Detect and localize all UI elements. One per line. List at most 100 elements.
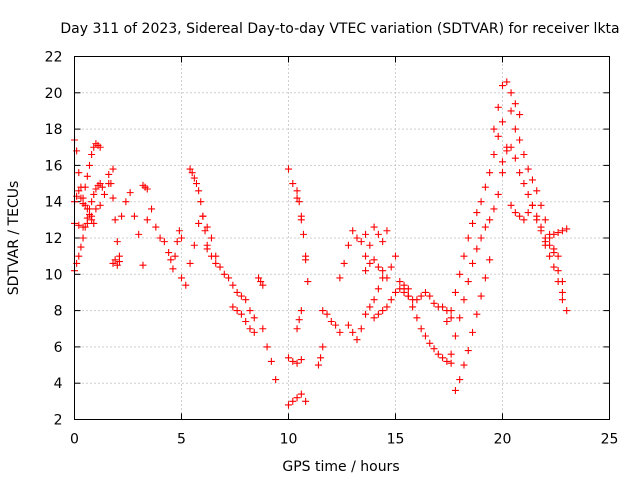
data-point — [190, 174, 198, 182]
data-point — [499, 118, 506, 126]
x-tick-label: 5 — [177, 432, 186, 448]
x-tick-label: 10 — [280, 432, 298, 448]
data-point — [111, 216, 119, 224]
data-point — [323, 310, 331, 318]
series-U — [293, 307, 305, 333]
data-point — [379, 307, 387, 315]
data-point — [481, 274, 489, 282]
data-point — [503, 78, 511, 86]
data-point — [98, 183, 106, 191]
data-point — [417, 325, 425, 333]
data-point — [250, 328, 258, 336]
data-point — [456, 270, 464, 278]
y-tick-label: 16 — [45, 158, 63, 174]
data-point — [126, 189, 134, 197]
y-tick-label: 12 — [45, 231, 63, 247]
data-point — [113, 238, 121, 246]
data-point — [192, 180, 200, 188]
data-point — [143, 185, 151, 193]
data-point — [447, 307, 455, 315]
data-point — [272, 376, 280, 384]
data-point — [486, 169, 494, 177]
data-point — [537, 227, 545, 235]
data-point — [456, 314, 464, 322]
data-point — [314, 361, 322, 369]
data-point — [447, 350, 455, 358]
data-point — [203, 245, 211, 253]
data-point — [81, 183, 89, 191]
data-point — [165, 249, 173, 257]
data-point — [528, 176, 536, 184]
data-point — [257, 278, 265, 286]
data-point — [349, 227, 357, 235]
data-point — [302, 256, 310, 264]
data-point — [293, 394, 301, 402]
data-point — [362, 267, 370, 275]
y-tick-label: 18 — [45, 122, 63, 138]
data-point — [186, 259, 194, 267]
data-point — [237, 292, 245, 300]
data-point — [242, 296, 250, 304]
data-point — [366, 259, 374, 267]
data-point — [336, 274, 344, 282]
data-point — [533, 216, 541, 224]
series-J — [165, 227, 185, 273]
data-point — [362, 252, 370, 260]
data-point — [255, 274, 263, 282]
data-point — [105, 170, 113, 178]
data-point — [477, 198, 485, 206]
data-point — [75, 169, 83, 177]
y-axis-label: SDTVAR / TECUs — [6, 181, 22, 296]
data-point — [499, 82, 506, 90]
series-Q — [285, 165, 310, 260]
data-point — [178, 234, 185, 242]
data-point — [340, 259, 348, 267]
data-point — [83, 172, 91, 180]
data-point — [285, 401, 292, 409]
series-Z — [344, 274, 387, 344]
data-point — [297, 390, 305, 398]
data-point — [558, 227, 566, 235]
data-point — [156, 234, 164, 242]
data-point — [541, 241, 549, 249]
data-point — [379, 267, 387, 275]
data-point — [195, 187, 203, 195]
series-AG — [451, 256, 494, 394]
data-point — [366, 303, 374, 311]
data-point — [201, 227, 209, 235]
data-point — [558, 296, 566, 304]
data-point — [75, 252, 83, 260]
data-point — [392, 252, 399, 260]
data-point — [130, 212, 138, 220]
data-point — [344, 241, 352, 249]
data-point — [199, 212, 207, 220]
series-AA — [362, 252, 399, 282]
data-point — [469, 328, 477, 336]
y-tick-label: 22 — [45, 50, 63, 66]
y-tick-label: 10 — [45, 267, 63, 283]
data-point — [319, 307, 327, 315]
data-point — [77, 243, 85, 251]
data-point — [90, 190, 98, 198]
series-X — [336, 227, 370, 282]
data-point — [550, 263, 558, 271]
data-point — [75, 221, 83, 229]
data-point — [186, 165, 194, 173]
data-point — [250, 314, 258, 322]
data-point — [477, 292, 485, 300]
data-point — [332, 321, 340, 329]
data-point — [83, 219, 91, 227]
data-point — [546, 252, 554, 260]
data-point — [387, 296, 395, 304]
grid-lines — [74, 56, 610, 420]
data-point — [75, 187, 83, 195]
data-point — [107, 180, 115, 188]
data-point — [79, 223, 87, 231]
data-point — [447, 314, 455, 322]
data-point — [494, 132, 502, 140]
data-point — [100, 190, 108, 198]
data-point — [299, 230, 307, 238]
series-B — [71, 180, 106, 275]
series-AE — [443, 118, 506, 325]
data-point — [85, 161, 93, 169]
